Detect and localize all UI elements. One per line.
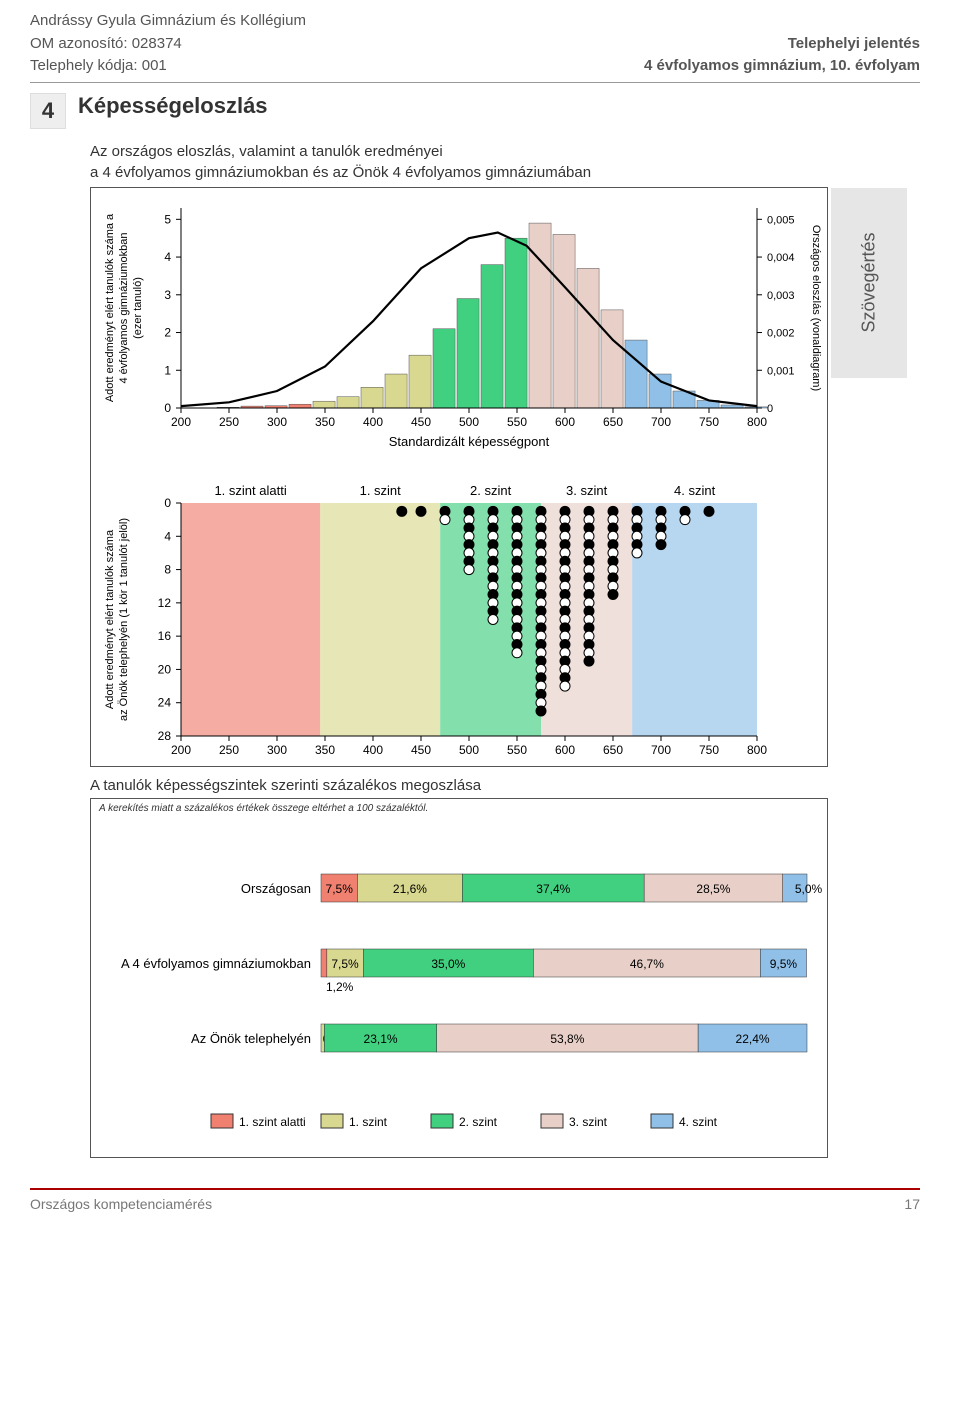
- svg-text:4: 4: [164, 529, 171, 543]
- svg-text:0,001: 0,001: [767, 365, 795, 377]
- percent-title: A tanulók képességszintek szerinti száza…: [90, 777, 920, 794]
- page-footer: Országos kompetenciamérés 17: [30, 1188, 920, 1212]
- section-title: Képességeloszlás: [78, 93, 268, 119]
- svg-text:350: 350: [315, 415, 335, 429]
- site-code: Telephely kódja: 001: [30, 55, 167, 78]
- svg-text:3. szint: 3. szint: [569, 1115, 608, 1129]
- svg-text:16: 16: [158, 629, 172, 643]
- svg-text:8: 8: [164, 562, 171, 576]
- svg-text:450: 450: [411, 743, 431, 757]
- svg-text:1. szint alatti: 1. szint alatti: [239, 1115, 306, 1129]
- svg-text:650: 650: [603, 743, 623, 757]
- subject-tab: Szövegértés: [831, 188, 907, 378]
- svg-text:22,4%: 22,4%: [736, 1032, 770, 1046]
- page-header: Andrássy Gyula Gimnázium és Kollégium OM…: [30, 10, 920, 83]
- svg-text:46,7%: 46,7%: [630, 957, 664, 971]
- distribution-charts: Szövegértés 2002503003504004505005506006…: [90, 187, 828, 767]
- svg-text:37,4%: 37,4%: [536, 882, 570, 896]
- om-id: OM azonosító: 028374: [30, 33, 182, 56]
- svg-text:Standardizált képességpont: Standardizált képességpont: [389, 434, 550, 449]
- subtitle-line2: a 4 évfolyamos gimnáziumokban és az Önök…: [90, 162, 920, 183]
- svg-text:21,6%: 21,6%: [393, 882, 427, 896]
- svg-text:4: 4: [164, 250, 171, 264]
- svg-text:2. szint: 2. szint: [459, 1115, 498, 1129]
- svg-text:3. szint: 3. szint: [566, 483, 608, 498]
- svg-text:28: 28: [158, 729, 172, 743]
- svg-text:200: 200: [171, 743, 191, 757]
- svg-text:0,005: 0,005: [767, 214, 795, 226]
- svg-text:20: 20: [158, 662, 172, 676]
- svg-text:3: 3: [164, 287, 171, 301]
- svg-text:650: 650: [603, 415, 623, 429]
- svg-text:(ezer tanuló): (ezer tanuló): [132, 277, 144, 339]
- svg-text:500: 500: [459, 415, 479, 429]
- svg-text:550: 550: [507, 743, 527, 757]
- svg-text:450: 450: [411, 415, 431, 429]
- svg-text:750: 750: [699, 415, 719, 429]
- svg-text:1,2%: 1,2%: [326, 980, 354, 994]
- subtitle-line1: Az országos eloszlás, valamint a tanulók…: [90, 141, 920, 162]
- svg-text:0: 0: [767, 403, 773, 415]
- svg-text:Országosan: Országosan: [241, 881, 311, 896]
- svg-text:200: 200: [171, 415, 191, 429]
- svg-text:53,8%: 53,8%: [550, 1032, 584, 1046]
- svg-text:1. szint alatti: 1. szint alatti: [214, 483, 286, 498]
- footer-left: Országos kompetenciamérés: [30, 1196, 212, 1212]
- svg-text:0,004: 0,004: [767, 252, 795, 264]
- svg-text:7,5%: 7,5%: [326, 882, 354, 896]
- svg-text:1. szint: 1. szint: [349, 1115, 388, 1129]
- page-number: 17: [904, 1196, 920, 1212]
- svg-text:2: 2: [164, 325, 171, 339]
- svg-text:Országos eloszlás (vonaldiagra: Országos eloszlás (vonaldiagram): [810, 224, 822, 390]
- section-number: 4: [30, 93, 66, 129]
- svg-text:600: 600: [555, 743, 575, 757]
- svg-text:350: 350: [315, 743, 335, 757]
- svg-text:24: 24: [158, 695, 172, 709]
- svg-text:4. szint: 4. szint: [679, 1115, 718, 1129]
- svg-text:800: 800: [747, 743, 767, 757]
- svg-text:Adott eredményt elért tanulók: Adott eredményt elért tanulók száma a: [104, 212, 116, 401]
- svg-text:600: 600: [555, 415, 575, 429]
- svg-text:300: 300: [267, 743, 287, 757]
- svg-text:az Önök telephelyén (1 kör 1 t: az Önök telephelyén (1 kör 1 tanulót jel…: [118, 517, 130, 720]
- svg-text:7,5%: 7,5%: [331, 957, 359, 971]
- school-name: Andrássy Gyula Gimnázium és Kollégium: [30, 10, 306, 33]
- svg-text:12: 12: [158, 595, 172, 609]
- grade-info: 4 évfolyamos gimnázium, 10. évfolyam: [644, 55, 920, 78]
- svg-text:2. szint: 2. szint: [470, 483, 512, 498]
- percent-chart: A kerekítés miatt a százalékos értékek ö…: [90, 798, 828, 1158]
- svg-text:400: 400: [363, 415, 383, 429]
- svg-text:23,1%: 23,1%: [364, 1032, 398, 1046]
- svg-text:0,002: 0,002: [767, 327, 795, 339]
- svg-text:28,5%: 28,5%: [696, 882, 730, 896]
- svg-text:300: 300: [267, 415, 287, 429]
- svg-text:0: 0: [164, 496, 171, 510]
- svg-text:250: 250: [219, 743, 239, 757]
- svg-text:35,0%: 35,0%: [431, 957, 465, 971]
- svg-text:750: 750: [699, 743, 719, 757]
- svg-text:4 évfolyamos gimnáziumokban: 4 évfolyamos gimnáziumokban: [118, 232, 130, 383]
- svg-text:0: 0: [164, 401, 171, 415]
- svg-text:800: 800: [747, 415, 767, 429]
- svg-text:9,5%: 9,5%: [770, 957, 798, 971]
- svg-text:A 4 évfolyamos gimnáziumokban: A 4 évfolyamos gimnáziumokban: [121, 956, 311, 971]
- svg-text:700: 700: [651, 415, 671, 429]
- svg-text:1: 1: [164, 363, 171, 377]
- svg-text:Adott eredményt elért tanulók: Adott eredményt elért tanulók száma: [104, 529, 116, 709]
- report-type: Telephelyi jelentés: [788, 33, 920, 56]
- svg-text:5,0%: 5,0%: [795, 882, 823, 896]
- svg-text:550: 550: [507, 415, 527, 429]
- svg-text:0,003: 0,003: [767, 289, 795, 301]
- svg-text:500: 500: [459, 743, 479, 757]
- percent-footnote: A kerekítés miatt a százalékos értékek ö…: [91, 799, 827, 814]
- svg-text:4. szint: 4. szint: [674, 483, 716, 498]
- svg-text:700: 700: [651, 743, 671, 757]
- svg-text:5: 5: [164, 212, 171, 226]
- svg-text:400: 400: [363, 743, 383, 757]
- svg-text:Az Önök telephelyén: Az Önök telephelyén: [191, 1031, 311, 1046]
- svg-text:250: 250: [219, 415, 239, 429]
- svg-text:1. szint: 1. szint: [360, 483, 402, 498]
